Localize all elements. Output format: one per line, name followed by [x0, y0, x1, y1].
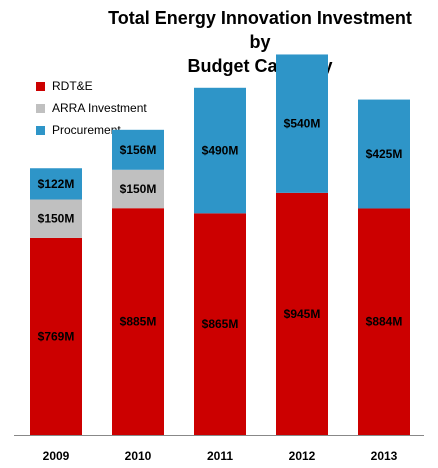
data-label-arra-investment-2010: $150M	[120, 182, 157, 196]
bar-arra-investment-2009	[30, 199, 82, 238]
legend-swatch-rdte	[36, 82, 45, 91]
data-label-rdt-e-2010: $885M	[120, 315, 157, 329]
bar-procurement-2013	[358, 99, 410, 209]
data-label-procurement-2012: $540M	[284, 117, 321, 131]
bar-rdt-e-2011	[194, 213, 246, 435]
bar-procurement-2011	[194, 87, 246, 214]
data-label-rdt-e-2011: $865M	[202, 317, 239, 331]
chart-title-line-1: Total Energy Innovation Investment by	[108, 8, 412, 52]
bar-rdt-e-2012	[276, 192, 328, 435]
legend-label-arra: ARRA Investment	[52, 101, 147, 115]
bar-procurement-2010	[112, 129, 164, 170]
bar-arra-investment-2010	[112, 169, 164, 209]
bar-rdt-e-2013	[358, 208, 410, 435]
legend-swatch-procurement	[36, 126, 45, 135]
data-label-procurement-2013: $425M	[366, 147, 403, 161]
data-label-rdt-e-2012: $945M	[284, 307, 321, 321]
legend-label-procurement: Procurement	[52, 123, 121, 137]
x-tick-label-2012: 2012	[289, 449, 316, 463]
data-label-procurement-2009: $122M	[38, 177, 75, 191]
data-label-rdt-e-2009: $769M	[38, 329, 75, 343]
bar-procurement-2012	[276, 54, 328, 193]
x-tick-label-2011: 2011	[207, 449, 233, 463]
bar-procurement-2009	[30, 168, 82, 200]
data-label-procurement-2010: $156M	[120, 143, 157, 157]
bar-rdt-e-2010	[112, 208, 164, 435]
bar-rdt-e-2009	[30, 237, 82, 435]
data-label-rdt-e-2013: $884M	[366, 315, 403, 329]
x-tick-label-2010: 2010	[125, 449, 152, 463]
x-tick-label-2009: 2009	[43, 449, 70, 463]
data-label-arra-investment-2009: $150M	[38, 212, 75, 226]
x-tick-label-2013: 2013	[371, 449, 398, 463]
legend-label-rdte: RDT&E	[52, 79, 93, 93]
data-label-procurement-2011: $490M	[202, 144, 239, 158]
legend-swatch-arra	[36, 104, 45, 113]
